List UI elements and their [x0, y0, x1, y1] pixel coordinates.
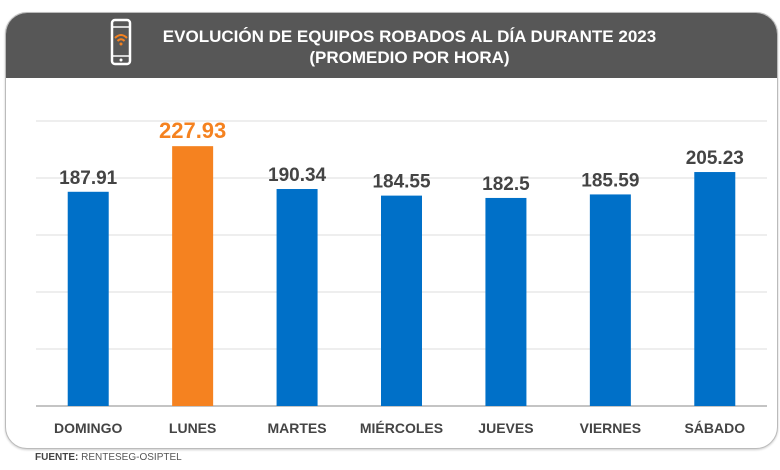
x-tick-label: SÁBADO: [684, 420, 745, 436]
bar-lunes: [172, 146, 214, 407]
source-value: RENTESEG-OSIPTEL: [81, 452, 182, 463]
x-tick-label: JUEVES: [478, 420, 533, 436]
chart-title: EVOLUCIÓN DE EQUIPOS ROBADOS AL DÍA DURA…: [6, 26, 777, 68]
x-tick-label: LUNES: [169, 420, 216, 436]
source-label: FUENTE:: [35, 452, 79, 463]
title-line-2: (PROMEDIO POR HORA): [309, 48, 510, 67]
data-label: 190.34: [268, 165, 327, 186]
data-label: 182.5: [482, 174, 530, 195]
smartphone-wifi-icon: [110, 18, 132, 66]
data-label: 187.91: [59, 168, 118, 189]
bar-viernes: [589, 194, 631, 406]
x-tick-label: VIERNES: [580, 420, 641, 436]
x-tick-label: MIÉRCOLES: [360, 420, 443, 436]
x-tick-label: MARTES: [268, 420, 327, 436]
data-label: 205.23: [686, 148, 744, 169]
data-label: 184.55: [372, 172, 431, 193]
bar-miércoles: [381, 195, 422, 406]
data-label: 185.59: [581, 170, 639, 191]
bar-martes: [276, 189, 318, 406]
title-line-1: EVOLUCIÓN DE EQUIPOS ROBADOS AL DÍA DURA…: [162, 27, 657, 46]
x-tick-label: DOMINGO: [54, 420, 123, 436]
data-label: 227.93: [159, 118, 226, 143]
bar-jueves: [485, 197, 527, 406]
chart-header: EVOLUCIÓN DE EQUIPOS ROBADOS AL DÍA DURA…: [6, 13, 777, 78]
bar-sábado: [694, 172, 736, 406]
bar-domingo: [67, 191, 109, 406]
source-note: FUENTE: RENTESEG-OSIPTEL: [35, 452, 182, 463]
